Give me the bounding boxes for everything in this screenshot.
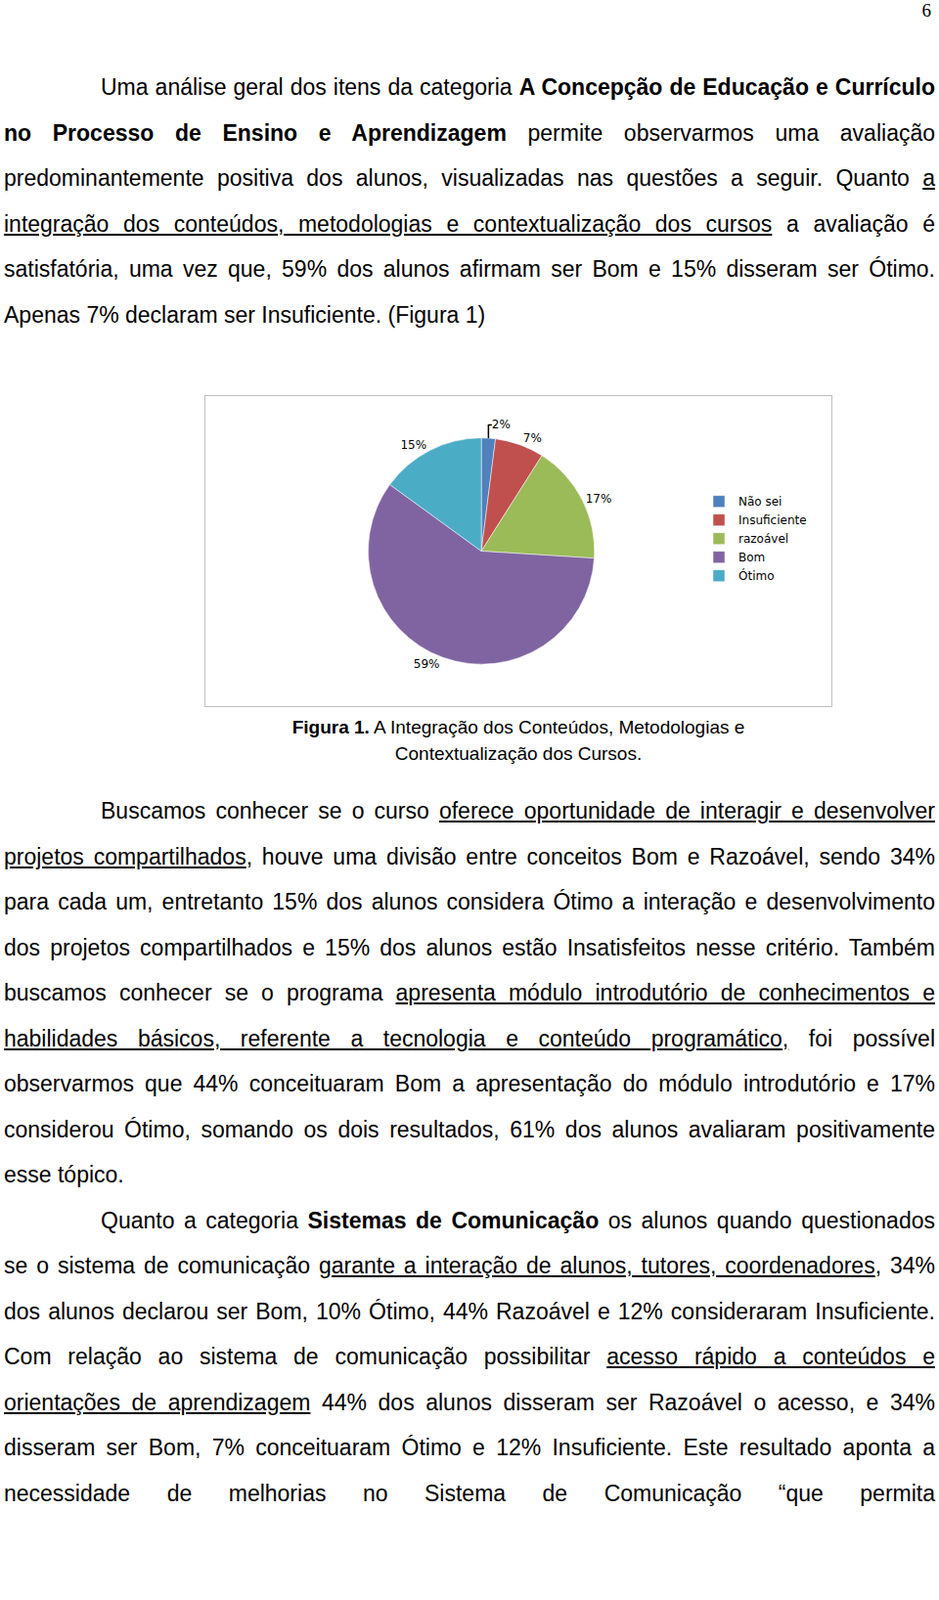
svg-text:15%: 15% — [400, 438, 427, 452]
html-text:Figura 1. A Integração dos Con: Figura 1. A Integração dos Conteúdos, Me… — [292, 716, 745, 738]
svg-text:Insuficiente: Insuficiente — [738, 513, 807, 528]
svg-text:7%: 7% — [523, 431, 542, 446]
svg-text:59%: 59% — [413, 657, 441, 671]
svg-text:Ótimo: Ótimo — [738, 568, 775, 583]
html-text:6: 6 — [921, 0, 932, 21]
svg-text:Bom: Bom — [738, 550, 765, 565]
html-text:Buscamos conhecer se o curso o: Buscamos conhecer se o curso oferece opo… — [3, 798, 936, 1188]
html-text:Contextualização dos Cursos.: Contextualização dos Cursos. — [394, 743, 642, 764]
html-text:Quanto a categoria Sistemas de: Quanto a categoria Sistemas de Comunicaç… — [3, 1207, 936, 1506]
svg-text:17%: 17% — [585, 491, 613, 506]
html-text:Uma análise geral dos itens da: Uma análise geral dos itens da categoria… — [3, 74, 936, 328]
svg-text:Não sei: Não sei — [738, 494, 782, 509]
svg-text:2%: 2% — [491, 417, 511, 432]
svg-text:razoável: razoável — [738, 532, 789, 546]
